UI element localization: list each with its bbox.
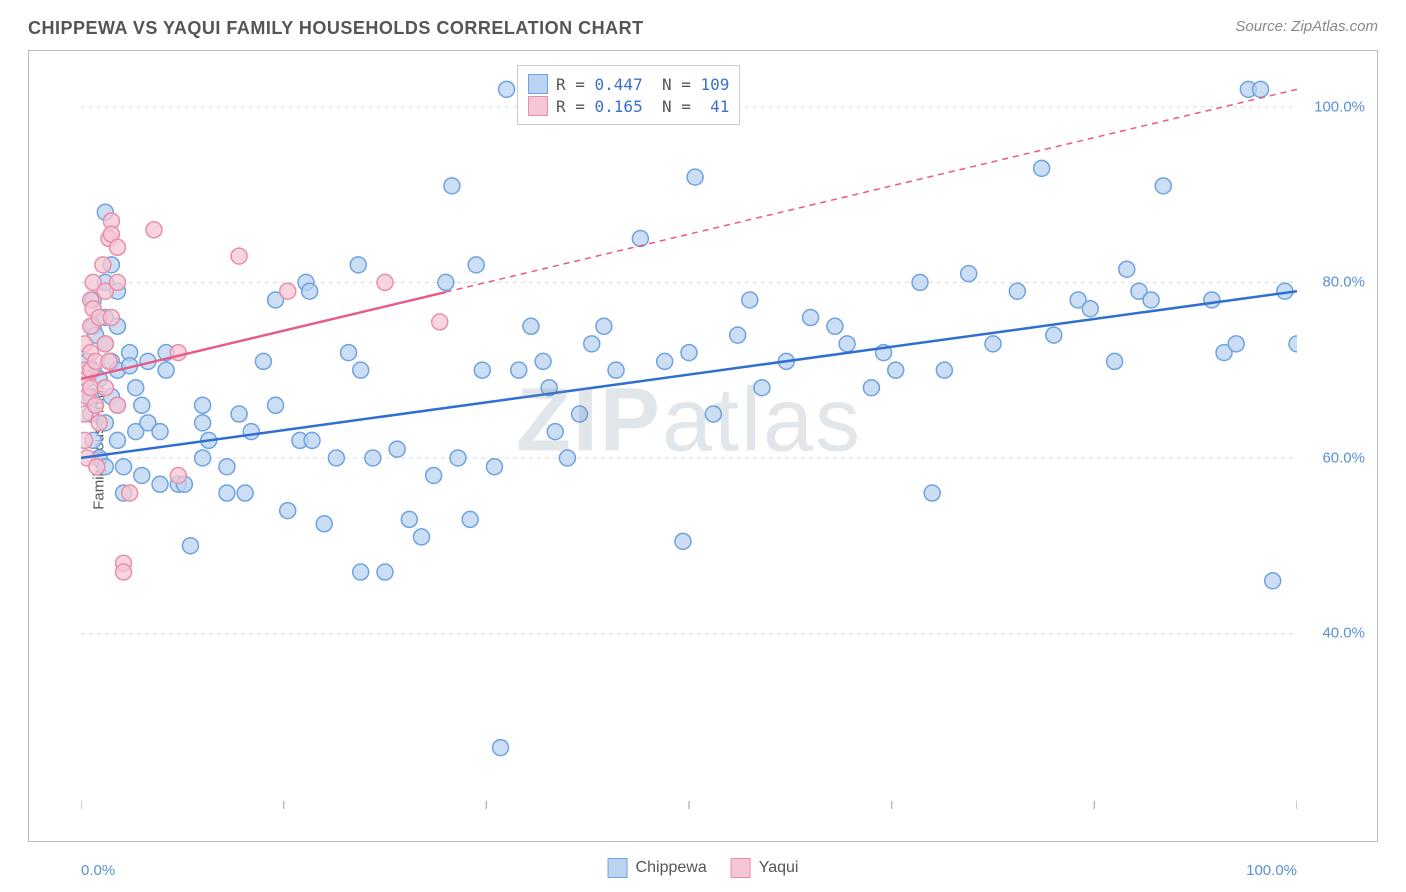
y-tick-label: 80.0% (1322, 274, 1365, 291)
swatch-chippewa (528, 74, 548, 94)
swatch-chippewa-icon (608, 858, 628, 878)
chart-container: Family Households ZIPatlas R = 0.447 N =… (28, 50, 1378, 842)
legend-stats: R = 0.447 N = 109 R = 0.165 N = 41 (517, 65, 740, 125)
swatch-yaqui-icon (731, 858, 751, 878)
legend-item-chippewa: Chippewa (608, 858, 707, 878)
chart-title: CHIPPEWA VS YAQUI FAMILY HOUSEHOLDS CORR… (28, 18, 644, 39)
y-tick-label: 100.0% (1314, 98, 1365, 115)
swatch-yaqui (528, 96, 548, 116)
scatter-plot (81, 63, 1297, 809)
legend-item-yaqui: Yaqui (731, 858, 799, 878)
legend-stats-row-chippewa: R = 0.447 N = 109 (528, 74, 729, 94)
y-tick-label: 40.0% (1322, 625, 1365, 642)
x-tick-label: 0.0% (81, 862, 115, 879)
plot-area: ZIPatlas (81, 63, 1297, 809)
legend-stats-row-yaqui: R = 0.165 N = 41 (528, 96, 729, 116)
y-tick-label: 60.0% (1322, 449, 1365, 466)
x-tick-label: 100.0% (1246, 862, 1297, 879)
legend-bottom: Chippewa Yaqui (608, 858, 799, 878)
source-attribution: Source: ZipAtlas.com (1235, 18, 1378, 35)
